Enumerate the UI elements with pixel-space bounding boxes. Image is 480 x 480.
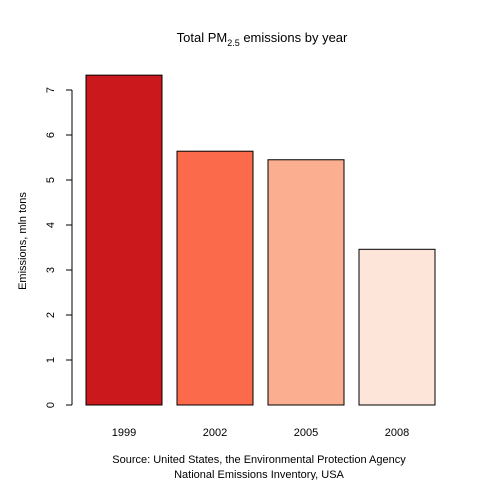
y-tick-label-5: 5 bbox=[45, 177, 57, 183]
x-tick-label-2008: 2008 bbox=[385, 427, 409, 439]
y-axis-label: Emissions, mln tons bbox=[17, 192, 29, 290]
bar-1999 bbox=[85, 74, 163, 406]
y-tick-label-6: 6 bbox=[45, 132, 57, 138]
y-tick-label-7: 7 bbox=[45, 87, 57, 93]
chart-title: Total PM2.5 emissions by year bbox=[177, 30, 348, 48]
x-axis-labels: 1999 2002 2005 2008 bbox=[112, 427, 409, 439]
x-tick-label-1999: 1999 bbox=[112, 427, 136, 439]
y-tick-label-1: 1 bbox=[45, 357, 57, 363]
bar-group bbox=[85, 74, 436, 406]
bar-2008 bbox=[358, 248, 436, 406]
source-line-1: Source: United States, the Environmental… bbox=[112, 454, 406, 466]
y-tick-label-4: 4 bbox=[45, 222, 57, 228]
y-axis: 0 1 2 3 4 5 6 7 bbox=[45, 87, 73, 408]
x-tick-label-2005: 2005 bbox=[294, 427, 318, 439]
bar-2002 bbox=[176, 150, 254, 406]
chart-title-main: Total PM bbox=[177, 30, 228, 45]
chart-title-subscript: 2.5 bbox=[227, 38, 240, 48]
bar-2005 bbox=[267, 159, 345, 406]
y-tick-label-2: 2 bbox=[45, 312, 57, 318]
source-line-2: National Emissions Inventory, USA bbox=[174, 469, 344, 480]
x-tick-label-2002: 2002 bbox=[203, 427, 227, 439]
y-tick-label-3: 3 bbox=[45, 267, 57, 273]
chart-title-rest: emissions by year bbox=[240, 30, 348, 45]
y-tick-label-0: 0 bbox=[45, 402, 57, 408]
